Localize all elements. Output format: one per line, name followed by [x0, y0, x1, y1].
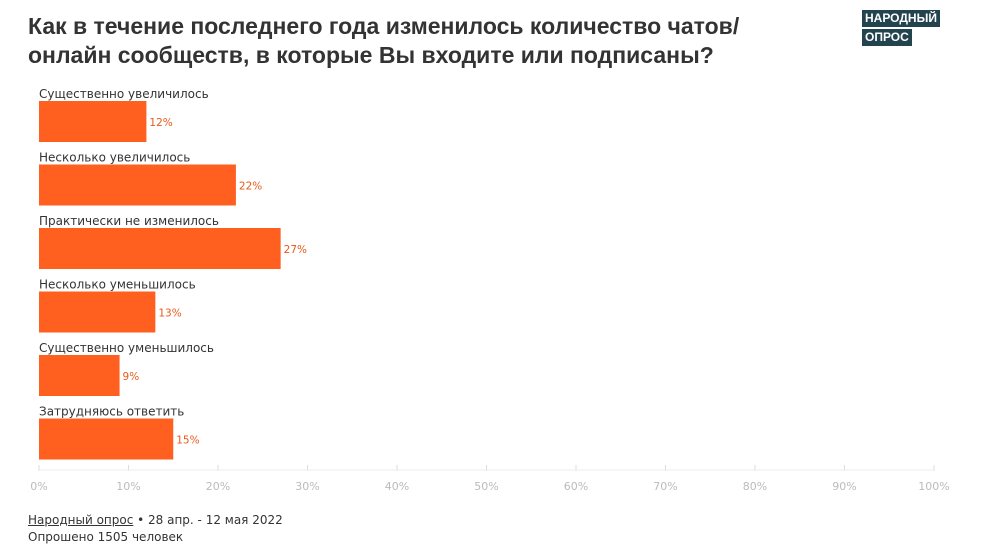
- survey-dates: • 28 апр. - 12 мая 2022: [133, 513, 283, 527]
- logo-line1: НАРОДНЫЙ: [862, 10, 940, 27]
- x-tick-label: 40%: [385, 480, 409, 493]
- x-tick-label: 20%: [206, 480, 230, 493]
- chart-title: Как в течение последнего года изменилось…: [28, 13, 740, 68]
- footer: Народный опрос • 28 апр. - 12 мая 2022 О…: [28, 512, 283, 546]
- category-label: Затрудняюсь ответить: [39, 405, 184, 419]
- logo-line2: ОПРОС: [862, 29, 912, 46]
- value-label: 9%: [123, 371, 140, 383]
- category-label: Существенно увеличилось: [39, 87, 209, 101]
- x-tick-label: 10%: [116, 480, 140, 493]
- bar: [39, 101, 147, 142]
- x-tick-label: 50%: [474, 480, 498, 493]
- value-label: 27%: [284, 244, 307, 256]
- category-label: Несколько уменьшилось: [39, 278, 196, 292]
- x-tick-label: 60%: [564, 480, 588, 493]
- value-label: 15%: [176, 435, 199, 447]
- value-label: 12%: [149, 117, 172, 129]
- bar: [39, 418, 174, 460]
- value-label: 13%: [158, 308, 181, 320]
- x-tick-label: 0%: [30, 480, 47, 493]
- category-label: Практически не изменилось: [39, 214, 219, 228]
- value-label: 22%: [239, 181, 262, 193]
- category-label: Существенно уменьшилось: [39, 341, 214, 355]
- bar: [39, 164, 236, 206]
- bar: [39, 291, 156, 333]
- x-tick-label: 80%: [743, 480, 767, 493]
- x-tick-label: 70%: [653, 480, 677, 493]
- category-label: Несколько увеличилось: [39, 151, 190, 165]
- sample-size: Опрошено 1505 человек: [28, 530, 184, 544]
- source-link[interactable]: Народный опрос: [28, 513, 134, 527]
- brand-logo: НАРОДНЫЙ ОПРОС: [862, 10, 940, 48]
- bar: [39, 228, 281, 269]
- x-tick-label: 100%: [918, 480, 949, 493]
- x-tick-label: 90%: [832, 480, 856, 493]
- x-tick-label: 30%: [295, 480, 319, 493]
- bar: [39, 355, 120, 396]
